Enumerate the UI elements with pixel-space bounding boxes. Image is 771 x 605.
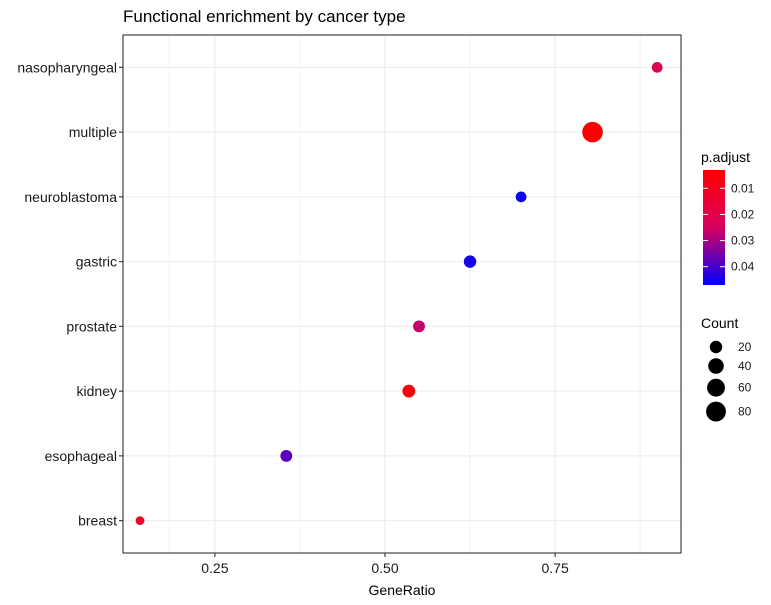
x-axis-title: GeneRatio <box>369 582 436 598</box>
y-tick-label: multiple <box>69 124 117 140</box>
point-neuroblastoma <box>515 191 527 203</box>
x-tick-label: 0.25 <box>201 560 228 576</box>
point-prostate <box>413 320 425 333</box>
x-tick-label: 0.75 <box>541 560 568 576</box>
color-legend-bar <box>703 170 725 285</box>
size-legend-key <box>707 378 725 397</box>
size-legend-key <box>709 340 723 354</box>
size-legend-title: Count <box>701 315 738 331</box>
size-legend-key <box>706 401 726 422</box>
plot-border <box>122 34 682 554</box>
point-esophageal <box>280 449 293 462</box>
point-gastric <box>463 255 477 268</box>
color-legend-title: p.adjust <box>701 149 750 165</box>
y-tick-label: nasopharyngeal <box>17 59 117 75</box>
chart-title: Functional enrichment by cancer type <box>123 7 406 26</box>
size-legend-label: 60 <box>738 381 752 395</box>
size-legend: Count 20 40 60 80 <box>701 315 752 422</box>
point-nasopharyngeal <box>651 61 663 73</box>
x-tick-label: 0.50 <box>371 560 398 576</box>
data-points <box>135 61 663 525</box>
size-legend-key <box>708 358 724 374</box>
y-tick-label: breast <box>78 513 117 529</box>
y-tick-label: gastric <box>76 254 117 270</box>
x-axis: 0.25 0.50 0.75 <box>201 553 569 576</box>
size-legend-label: 40 <box>738 359 752 373</box>
color-legend-label: 0.02 <box>731 207 755 221</box>
y-tick-label: esophageal <box>45 448 117 464</box>
color-legend-label: 0.03 <box>731 234 755 248</box>
color-legend-label: 0.04 <box>731 260 755 274</box>
point-kidney <box>402 384 416 398</box>
size-legend-label: 20 <box>738 340 752 354</box>
y-tick-label: prostate <box>66 318 117 334</box>
y-axis: breast esophageal kidney prostate gastric neu… <box>17 59 123 529</box>
plot-panel <box>123 35 681 553</box>
point-multiple <box>582 121 603 143</box>
color-legend-label: 0.01 <box>731 181 755 195</box>
color-legend: p.adjust 0.01 0.02 0.03 0.04 <box>701 149 755 285</box>
y-tick-label: kidney <box>77 383 117 399</box>
y-tick-label: neuroblastoma <box>24 189 117 205</box>
point-breast <box>135 516 145 525</box>
size-legend-label: 80 <box>738 405 752 419</box>
